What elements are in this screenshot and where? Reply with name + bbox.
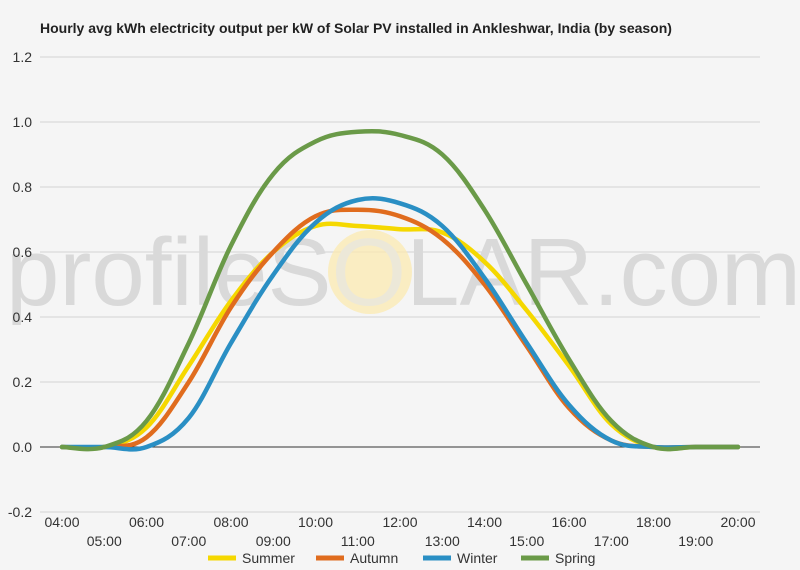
legend-label-summer: Summer [242,550,295,566]
watermark-text-4: LAR.com [406,219,800,326]
legend-label-winter: Winter [457,550,498,566]
y-tick-label: 0.6 [13,244,33,260]
x-tick-label: 12:00 [382,514,417,530]
x-tick-label: 08:00 [213,514,248,530]
x-tick-label: 06:00 [129,514,164,530]
watermark: profileSOLAR.com [6,219,800,326]
x-tick-label: 16:00 [551,514,586,530]
svg-text:profileSOLAR.com: profileSOLAR.com [6,219,800,326]
y-tick-label: 1.0 [13,114,33,130]
x-tick-label: 18:00 [636,514,671,530]
grid-lines [40,56,760,513]
y-tick-label: 1.2 [13,49,33,65]
watermark-sun [328,230,412,314]
x-tick-label: 15:00 [509,533,544,549]
x-tick-label: 17:00 [594,533,629,549]
x-tick-label: 10:00 [298,514,333,530]
y-axis-ticks: 1.2 1.0 0.8 0.6 0.4 0.2 0.0 -0.2 [8,49,32,520]
legend-label-spring: Spring [555,550,595,566]
y-tick-label: 0.8 [13,179,33,195]
watermark-text-3: O [332,219,407,326]
series-lines [59,128,741,452]
legend: Summer Autumn Winter Spring [208,550,595,566]
x-tick-label: 09:00 [256,533,291,549]
x-tick-label: 11:00 [341,533,375,549]
legend-label-autumn: Autumn [350,550,398,566]
x-tick-label: 14:00 [467,514,502,530]
x-tick-label: 13:00 [425,533,460,549]
x-tick-label: 19:00 [678,533,713,549]
y-tick-label: 0.0 [13,439,33,455]
chart-title: Hourly avg kWh electricity output per kW… [40,20,672,36]
x-axis-ticks: 04:00 05:00 06:00 07:00 08:00 09:00 10:00 11:00… [44,514,755,549]
y-tick-label: -0.2 [8,504,32,520]
x-tick-label: 05:00 [87,533,122,549]
x-tick-label: 20:00 [720,514,755,530]
y-tick-label: 0.4 [13,309,33,325]
series-line-winter [59,196,741,452]
x-tick-label: 04:00 [44,514,79,530]
x-tick-label: 07:00 [171,533,206,549]
series-line-spring [59,128,741,452]
y-tick-label: 0.2 [13,374,33,390]
